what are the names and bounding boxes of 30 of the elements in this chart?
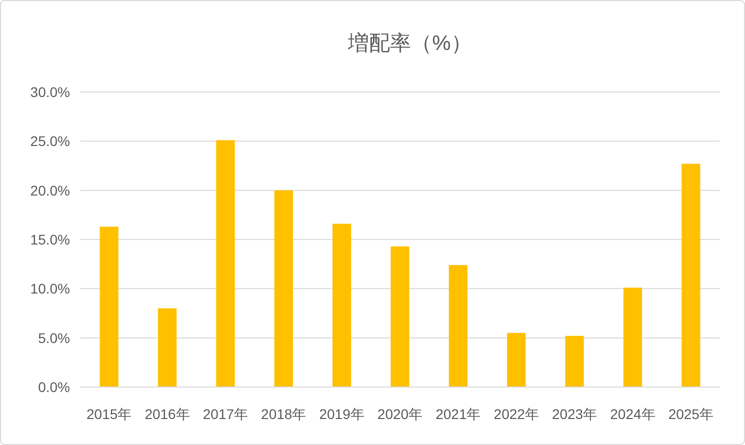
y-tick-label: 5.0% [38, 330, 70, 346]
x-tick-label: 2017年 [202, 406, 248, 422]
x-tick-label: 2015年 [86, 406, 132, 422]
x-tick-label: 2018年 [261, 406, 306, 422]
y-tick-label: 30.0% [30, 84, 70, 100]
y-tick-label: 25.0% [30, 133, 70, 150]
bar [158, 308, 177, 387]
y-tick-label: 10.0% [30, 280, 70, 297]
x-tick-label: 2025年 [668, 406, 714, 422]
x-tick-label: 2023年 [552, 406, 598, 422]
x-tick-label: 2024年 [610, 406, 656, 422]
bar [216, 140, 235, 387]
y-tick-label: 0.0% [38, 379, 70, 395]
bar [623, 288, 642, 387]
y-tick-label: 20.0% [30, 182, 70, 198]
bar [565, 336, 584, 387]
bar [507, 332, 526, 387]
bar [448, 265, 468, 387]
bar [682, 164, 700, 387]
y-tick-label: 15.0% [30, 232, 70, 248]
bar [100, 226, 118, 387]
bar [390, 246, 410, 387]
x-tick-label: 2022年 [494, 406, 539, 422]
chart-title: 増配率（%） [347, 31, 472, 55]
x-tick-label: 2019年 [319, 406, 364, 422]
x-tick-label: 2020年 [377, 406, 423, 422]
bar [274, 190, 293, 387]
x-tick-label: 2021年 [436, 406, 481, 422]
x-tick-label: 2016年 [144, 406, 190, 422]
bar [332, 224, 352, 387]
